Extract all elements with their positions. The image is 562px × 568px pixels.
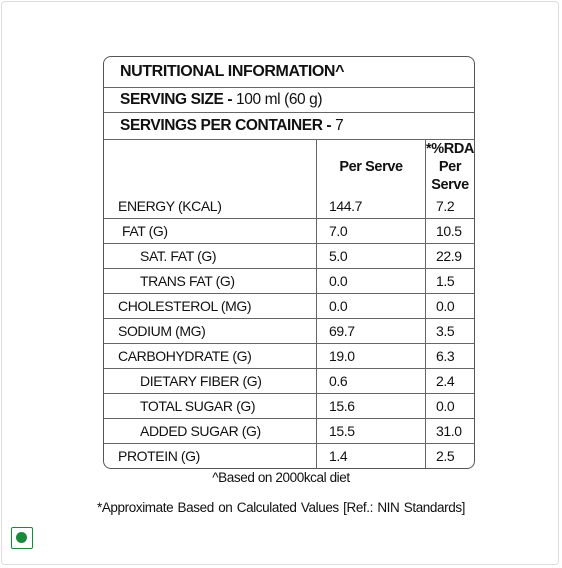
rda: 31.0 bbox=[425, 418, 474, 444]
table: NUTRITIONAL INFORMATION^ SERVING SIZE - … bbox=[104, 57, 474, 468]
per-serve: 0.0 bbox=[316, 268, 426, 294]
nutrient: FAT (G) bbox=[104, 218, 317, 244]
rda: 2.5 bbox=[425, 443, 474, 468]
nutrient-row: DIETARY FIBER (G) 0.6 2.4 bbox=[104, 368, 474, 394]
rda: 0.0 bbox=[425, 293, 474, 319]
serving-size-value: 100 ml (60 g) bbox=[236, 91, 323, 108]
rda: 2.4 bbox=[425, 368, 474, 394]
header-blank bbox=[104, 139, 317, 194]
rda: 3.5 bbox=[425, 318, 474, 344]
footnote: *Approximate Based on Calculated Values … bbox=[96, 500, 466, 515]
rda: 10.5 bbox=[425, 218, 474, 244]
per-serve: 19.0 bbox=[316, 343, 426, 369]
nutrient-row: ADDED SUGAR (G) 15.5 31.0 bbox=[104, 418, 474, 444]
nutrient: CHOLESTEROL (MG) bbox=[104, 293, 317, 319]
nutrient: TRANS FAT (G) bbox=[104, 268, 317, 294]
nutrient: SAT. FAT (G) bbox=[104, 243, 317, 269]
footnote: ^Based on 2000kcal diet bbox=[212, 470, 350, 485]
nutrient: CARBOHYDRATE (G) bbox=[104, 343, 317, 369]
per-serve: 0.0 bbox=[316, 293, 426, 319]
per-serve: 144.7 bbox=[316, 194, 426, 219]
nutrient-row: SAT. FAT (G) 5.0 22.9 bbox=[104, 243, 474, 269]
nutrient-row: ENERGY (KCAL) 144.7 7.2 bbox=[104, 194, 474, 219]
per-serve: 5.0 bbox=[316, 243, 426, 269]
servings: SERVINGS PER CONTAINER - 7 bbox=[104, 112, 474, 140]
per-serve: 7.0 bbox=[316, 218, 426, 244]
veg-icon bbox=[11, 527, 33, 549]
serving-size-label: SERVING SIZE - bbox=[120, 91, 233, 108]
title: NUTRITIONAL INFORMATION^ bbox=[120, 63, 345, 80]
header-per-serve: Per Serve bbox=[316, 139, 426, 194]
nutrient-row: SODIUM (MG) 69.7 3.5 bbox=[104, 318, 474, 344]
servings-value: 7 bbox=[335, 117, 344, 134]
rows: ENERGY (KCAL) 144.7 7.2 FAT (G) 7.0 10.5 SAT. … bbox=[104, 194, 474, 468]
nutrient: SODIUM (MG) bbox=[104, 318, 317, 344]
header-rda-line2: Per Serve bbox=[431, 159, 469, 193]
per-serve: 0.6 bbox=[316, 368, 426, 394]
nutrition-table: NUTRITIONAL INFORMATION^ SERVING SIZE - … bbox=[103, 56, 475, 469]
nutrient: PROTEIN (G) bbox=[104, 443, 317, 468]
rda: 1.5 bbox=[425, 268, 474, 294]
rda: 22.9 bbox=[425, 243, 474, 269]
nutrient-row: CARBOHYDRATE (G) 19.0 6.3 bbox=[104, 343, 474, 369]
rda: 0.0 bbox=[425, 393, 474, 419]
rda: 7.2 bbox=[425, 194, 474, 219]
nutrient-row: FAT (G) 7.0 10.5 bbox=[104, 218, 474, 244]
nutrient-row: TRANS FAT (G) 0.0 1.5 bbox=[104, 268, 474, 294]
veg-dot bbox=[16, 532, 27, 543]
nutrient: DIETARY FIBER (G) bbox=[104, 368, 317, 394]
per-serve: 15.5 bbox=[316, 418, 426, 444]
nutrient: TOTAL SUGAR (G) bbox=[104, 393, 317, 419]
per-serve: 1.4 bbox=[316, 443, 426, 468]
per-serve: 15.6 bbox=[316, 393, 426, 419]
rda: 6.3 bbox=[425, 343, 474, 369]
nutrient: ENERGY (KCAL) bbox=[118, 198, 222, 214]
nutrient-row: CHOLESTEROL (MG) 0.0 0.0 bbox=[104, 293, 474, 319]
header-rda-line1: *%RDA bbox=[426, 141, 474, 157]
serving-size: SERVING SIZE - 100 ml (60 g) bbox=[104, 87, 474, 113]
nutrient-row: PROTEIN (G) 1.4 2.5 bbox=[104, 443, 474, 468]
per-serve: 69.7 bbox=[316, 318, 426, 344]
servings-label: SERVINGS PER CONTAINER - bbox=[120, 117, 332, 134]
header-rda: *%RDA Per Serve bbox=[425, 139, 474, 194]
nutrient: ADDED SUGAR (G) bbox=[104, 418, 317, 444]
nutrient-row: TOTAL SUGAR (G) 15.6 0.0 bbox=[104, 393, 474, 419]
